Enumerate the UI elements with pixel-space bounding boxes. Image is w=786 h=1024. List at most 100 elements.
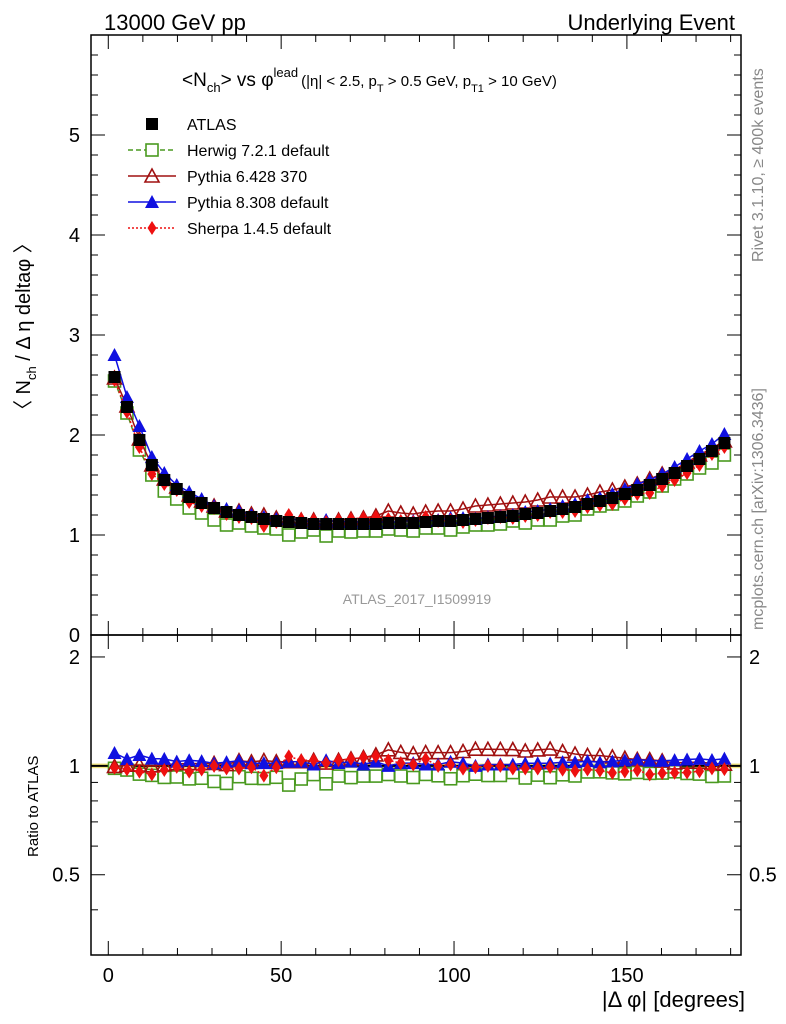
marker-filled-square <box>643 479 656 491</box>
marker-open-triangle <box>143 167 161 183</box>
marker-filled-square <box>593 495 606 507</box>
marker-filled-triangle <box>107 745 122 759</box>
marker-open-triangle <box>541 740 559 756</box>
marker-filled-square <box>282 516 295 528</box>
marker-filled-diamond <box>383 753 393 768</box>
marker-filled-diamond <box>458 761 468 776</box>
ratio-tick-label: 0.5 <box>52 865 80 887</box>
marker-filled-square <box>718 437 731 449</box>
ratio-y-axis-label: Ratio to ATLAS <box>25 756 42 857</box>
marker-open-square <box>356 769 371 783</box>
legend-entry: Pythia 8.308 default <box>187 195 329 212</box>
marker-filled-triangle <box>592 755 607 769</box>
x-tick-label: 50 <box>270 965 292 987</box>
marker-open-triangle <box>479 740 497 757</box>
ratio-tick-label: 0.5 <box>749 865 777 887</box>
marker-filled-square <box>183 491 196 503</box>
marker-filled-diamond <box>707 761 717 776</box>
marker-filled-square <box>146 118 158 130</box>
marker-filled-square <box>307 518 320 530</box>
marker-open-square <box>369 769 383 783</box>
marker-filled-triangle <box>580 754 595 768</box>
marker-filled-triangle <box>555 755 570 769</box>
marker-filled-square <box>506 510 519 522</box>
marker-filled-diamond <box>371 749 381 764</box>
marker-filled-diamond <box>234 761 244 776</box>
marker-filled-square <box>108 371 121 383</box>
marker-filled-diamond <box>296 753 306 768</box>
marker-filled-square <box>232 509 245 521</box>
marker-filled-square <box>120 401 133 413</box>
marker-filled-square <box>668 467 681 479</box>
marker-filled-diamond <box>246 760 256 775</box>
rivet-label: Rivet 3.1.10, ≥ 400k events <box>750 68 767 262</box>
marker-open-square <box>281 528 296 542</box>
marker-filled-square <box>295 517 308 529</box>
marker-filled-triangle <box>667 753 682 767</box>
marker-filled-diamond <box>719 762 729 777</box>
marker-filled-diamond <box>470 760 480 775</box>
marker-filled-triangle <box>630 752 645 766</box>
marker-filled-square <box>432 515 445 527</box>
marker-filled-square <box>195 497 208 509</box>
marker-filled-diamond <box>446 757 456 772</box>
marker-filled-diamond <box>695 764 705 779</box>
marker-open-square <box>406 770 421 785</box>
marker-filled-diamond <box>209 758 219 773</box>
analysis-watermark: ATLAS_2017_I1509919 <box>343 591 492 607</box>
mcplots-label: mcplots.cern.ch [arXiv:1306.3436] <box>750 388 767 630</box>
marker-open-triangle <box>504 740 522 757</box>
marker-filled-square <box>681 460 694 472</box>
legend-entry: ATLAS <box>187 117 237 134</box>
marker-filled-diamond <box>483 758 493 773</box>
marker-filled-diamond <box>259 768 269 783</box>
marker-open-square <box>281 778 296 792</box>
marker-filled-square <box>569 501 582 513</box>
marker-filled-square <box>208 502 221 514</box>
ratio-tick-label: 1 <box>749 756 760 778</box>
marker-open-square <box>331 769 346 783</box>
marker-filled-diamond <box>582 762 592 777</box>
x-axis-label: |Δ φ| [degrees] <box>602 987 745 1012</box>
marker-filled-square <box>158 474 171 486</box>
marker-filled-diamond <box>570 763 580 778</box>
marker-filled-diamond <box>520 761 530 776</box>
marker-filled-square <box>394 517 407 529</box>
marker-open-triangle <box>529 741 547 757</box>
marker-filled-square <box>419 516 432 528</box>
marker-filled-diamond <box>682 765 692 780</box>
marker-open-square <box>443 771 458 786</box>
marker-filled-square <box>618 488 631 500</box>
marker-filled-triangle <box>132 419 147 432</box>
marker-filled-triangle <box>704 752 719 766</box>
marker-filled-diamond <box>657 766 667 781</box>
marker-filled-diamond <box>396 756 406 771</box>
marker-filled-triangle <box>642 753 657 767</box>
marker-filled-diamond <box>122 762 132 777</box>
marker-filled-square <box>357 518 370 530</box>
x-tick-label: 150 <box>610 965 643 987</box>
marker-filled-square <box>444 515 457 527</box>
marker-filled-triangle <box>605 754 620 768</box>
marker-filled-square <box>531 507 544 519</box>
marker-filled-square <box>544 505 557 517</box>
marker-filled-diamond <box>147 767 157 782</box>
marker-filled-square <box>407 517 420 529</box>
plot-title: <Nch> vs φlead(|η| < 2.5, pT > 0.5 GeV, … <box>182 65 557 95</box>
marker-filled-square <box>606 492 619 504</box>
marker-filled-triangle <box>568 755 583 769</box>
marker-filled-square <box>257 513 270 525</box>
marker-filled-diamond <box>620 764 630 779</box>
marker-filled-triangle <box>145 195 159 208</box>
marker-filled-diamond <box>533 761 543 776</box>
marker-open-triangle <box>467 740 484 756</box>
marker-filled-square <box>656 473 669 485</box>
y-tick-label: 3 <box>69 325 80 347</box>
marker-filled-diamond <box>172 759 182 774</box>
marker-filled-diamond <box>159 762 169 777</box>
marker-filled-triangle <box>132 747 147 761</box>
marker-filled-square <box>133 434 146 446</box>
marker-filled-triangle <box>119 752 134 766</box>
marker-filled-square <box>332 518 345 530</box>
